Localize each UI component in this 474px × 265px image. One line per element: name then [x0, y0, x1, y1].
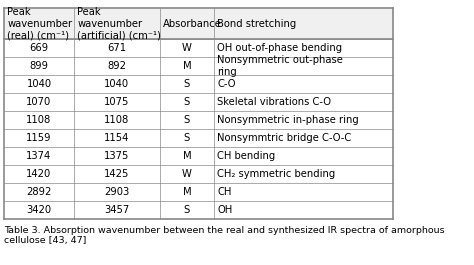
- Text: CH: CH: [217, 187, 232, 197]
- Text: S: S: [184, 115, 190, 125]
- Text: Table 3. Absorption wavenumber between the real and synthesized IR spectra of am: Table 3. Absorption wavenumber between t…: [4, 226, 445, 245]
- Text: M: M: [182, 151, 191, 161]
- Text: 1159: 1159: [26, 133, 52, 143]
- Text: 3457: 3457: [104, 205, 129, 215]
- Text: 1040: 1040: [27, 79, 52, 89]
- Text: 1154: 1154: [104, 133, 129, 143]
- Text: 1420: 1420: [27, 169, 52, 179]
- Text: 1040: 1040: [104, 79, 129, 89]
- Text: S: S: [184, 133, 190, 143]
- Text: 1070: 1070: [27, 97, 52, 107]
- Bar: [4, 8, 393, 39]
- Text: 1375: 1375: [104, 151, 129, 161]
- Text: M: M: [182, 61, 191, 71]
- Text: Nonsymmetric out-phase
ring: Nonsymmetric out-phase ring: [217, 55, 343, 77]
- Text: OH out-of-phase bending: OH out-of-phase bending: [217, 43, 342, 53]
- Text: 1425: 1425: [104, 169, 129, 179]
- Text: Nonsymmtric bridge C-O-C: Nonsymmtric bridge C-O-C: [217, 133, 352, 143]
- Text: CH bending: CH bending: [217, 151, 275, 161]
- Text: 669: 669: [29, 43, 48, 53]
- Text: M: M: [182, 187, 191, 197]
- Text: 899: 899: [29, 61, 48, 71]
- Text: S: S: [184, 97, 190, 107]
- Text: S: S: [184, 79, 190, 89]
- Text: 1374: 1374: [27, 151, 52, 161]
- Text: 1108: 1108: [27, 115, 52, 125]
- Text: Nonsymmetric in-phase ring: Nonsymmetric in-phase ring: [217, 115, 359, 125]
- Text: Peak
wavenumber
(artificial) (cm⁻¹): Peak wavenumber (artificial) (cm⁻¹): [77, 7, 161, 40]
- Text: S: S: [184, 205, 190, 215]
- Text: 892: 892: [107, 61, 126, 71]
- Text: C-O: C-O: [217, 79, 236, 89]
- Text: 671: 671: [107, 43, 127, 53]
- Text: Absorbance: Absorbance: [163, 19, 222, 29]
- Text: W: W: [182, 169, 192, 179]
- Text: Peak
wavenumber
(real) (cm⁻¹): Peak wavenumber (real) (cm⁻¹): [7, 7, 72, 40]
- Text: Skeletal vibrations C-O: Skeletal vibrations C-O: [217, 97, 331, 107]
- Text: OH: OH: [217, 205, 233, 215]
- Text: CH₂ symmetric bending: CH₂ symmetric bending: [217, 169, 336, 179]
- Text: 2903: 2903: [104, 187, 129, 197]
- Text: 3420: 3420: [27, 205, 52, 215]
- Text: 2892: 2892: [26, 187, 52, 197]
- Text: 1108: 1108: [104, 115, 129, 125]
- Text: Bond stretching: Bond stretching: [217, 19, 297, 29]
- Text: 1075: 1075: [104, 97, 129, 107]
- Text: W: W: [182, 43, 192, 53]
